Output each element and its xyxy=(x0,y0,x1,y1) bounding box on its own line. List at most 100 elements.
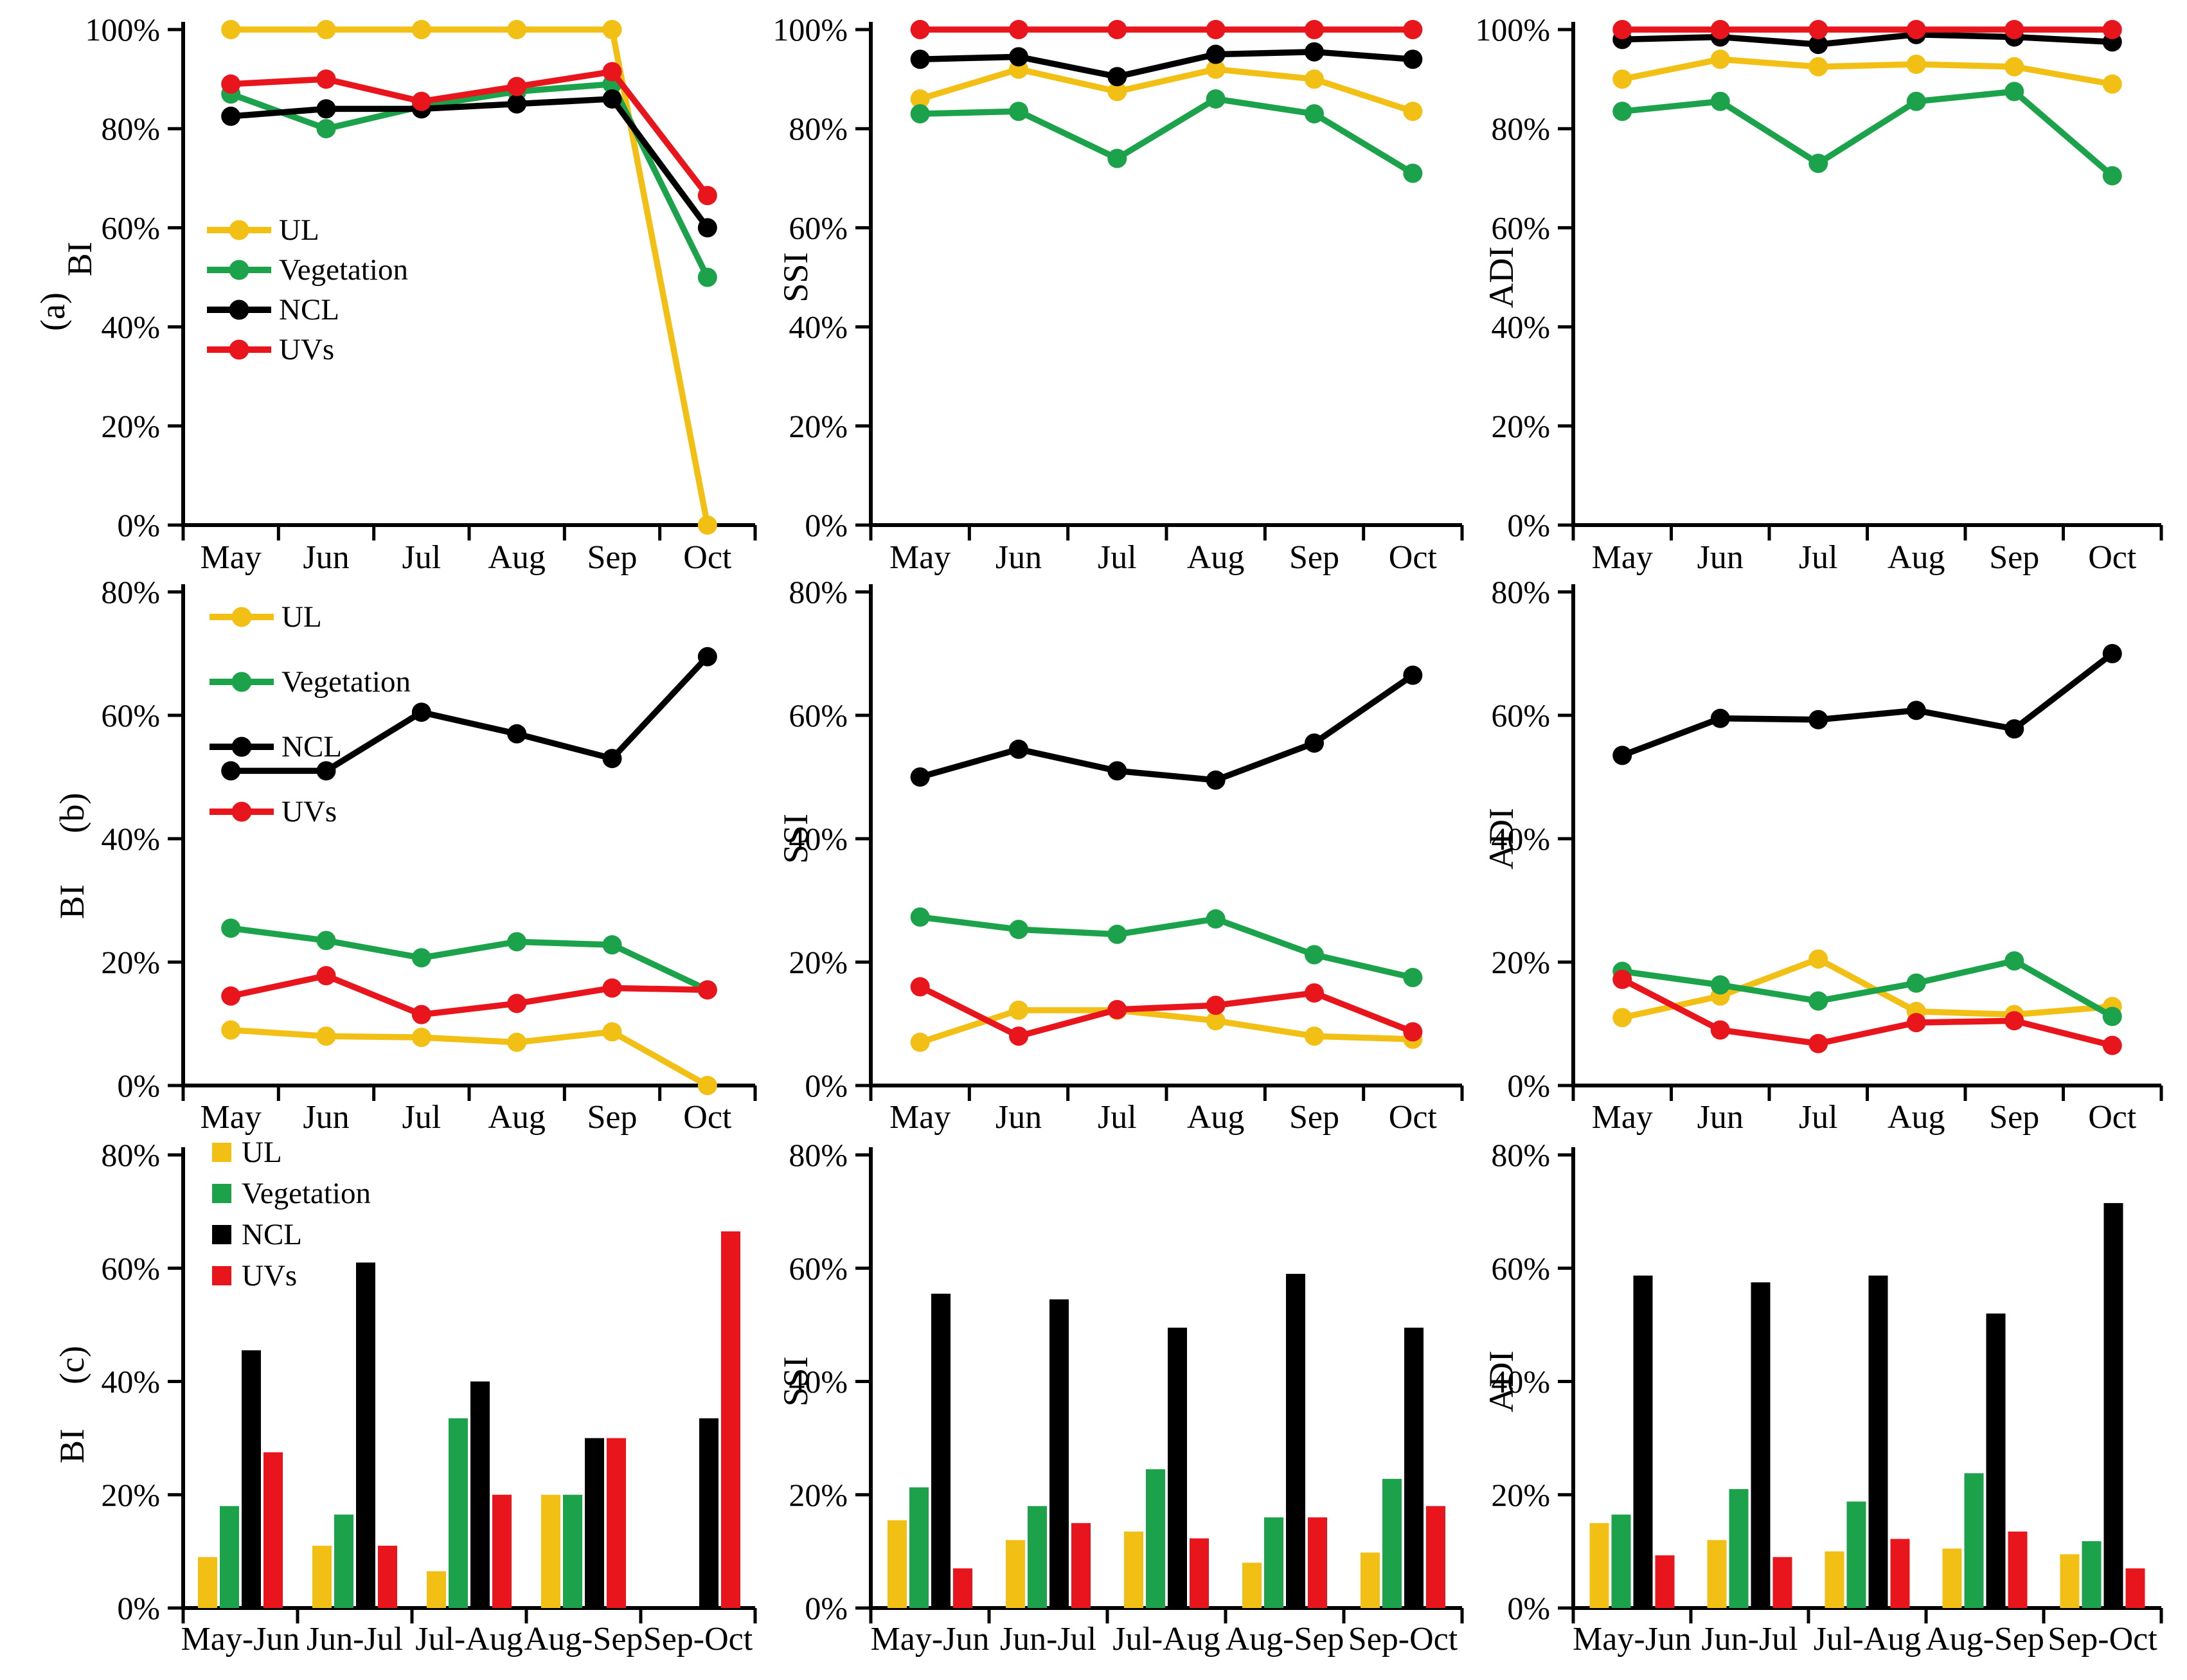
Vegetation-marker xyxy=(1403,163,1423,183)
UVs-marker xyxy=(1710,1020,1730,1040)
UVs-bar xyxy=(1071,1523,1091,1608)
UVs-marker xyxy=(221,74,241,94)
Vegetation-bar xyxy=(1611,1514,1631,1608)
y-tick-label: 40% xyxy=(1491,1364,1550,1400)
legend-item-NCL: NCL xyxy=(207,292,408,328)
legend-item-UVs: UVs xyxy=(207,332,408,368)
UVs-marker xyxy=(1107,20,1127,39)
y-axis-title: BI xyxy=(53,1429,91,1463)
UL-bar xyxy=(2060,1554,2080,1608)
NCL-bars xyxy=(242,1262,719,1608)
x-category-label: Jun xyxy=(995,539,1042,576)
UVs-markers xyxy=(221,966,717,1024)
NCL-bar xyxy=(931,1293,951,1608)
y-tick-label: 100% xyxy=(1475,12,1550,48)
NCL-marker xyxy=(1808,35,1828,55)
UVs-marker xyxy=(316,69,336,89)
Vegetation-marker xyxy=(2102,166,2122,186)
UVs-marker xyxy=(1808,1033,1828,1053)
UL-bar xyxy=(1006,1540,1025,1608)
UVs-marker xyxy=(1906,20,1926,39)
UL-legend-swatch-icon xyxy=(210,607,274,627)
Vegetation-bar xyxy=(1382,1479,1402,1608)
legend-label: Vegetation xyxy=(242,1176,371,1210)
y-tick-label: 60% xyxy=(1491,697,1550,733)
Vegetation-marker xyxy=(697,267,717,287)
Vegetation-marker xyxy=(1808,154,1828,174)
y-axis-title: ADI xyxy=(1482,1351,1521,1413)
NCL-line xyxy=(919,672,1415,783)
NCL-marker xyxy=(910,767,930,787)
UL-marker xyxy=(507,1032,527,1052)
UVs-marker xyxy=(221,986,241,1006)
x-category-label: Sep xyxy=(1289,1099,1339,1136)
x-category-label: Aug xyxy=(1888,539,1945,576)
NCL-markers xyxy=(1612,644,2122,765)
UL-marker xyxy=(1107,82,1127,102)
Vegetation-bars xyxy=(1611,1473,2102,1608)
UL-bar xyxy=(1942,1548,1962,1608)
UVs-marker xyxy=(910,977,930,997)
panel-c-ssi: 0% 20% 40% 60% 80% May-Jun Jun-Jul Jul-Aug Aug-S… xyxy=(765,1120,1476,1680)
legend-item-NCL: NCL xyxy=(212,1217,371,1253)
UVs-marker xyxy=(316,966,336,986)
panel-c-adi: 0% 20% 40% 60% 80% May-Jun Jun-Jul Jul-Aug Aug-S… xyxy=(1476,1120,2187,1680)
UVs-marker xyxy=(1305,983,1324,1003)
UVs-marker xyxy=(697,186,717,206)
Vegetation-marker xyxy=(1107,148,1127,168)
Vegetation-legend-marker-icon xyxy=(229,260,249,280)
UVs-marker xyxy=(697,980,717,1000)
panel-a-bi: 0% 20% 40% 60% 80% 100% May Jun Jul Aug Sep Oct BI (a… xyxy=(0,0,765,576)
NCL-marker xyxy=(1403,665,1423,685)
UL-bar xyxy=(1825,1551,1844,1608)
Vegetation-legend-swatch-icon xyxy=(210,672,274,692)
y-tick-label: 80% xyxy=(789,111,848,147)
legend-item-Vegetation: Vegetation xyxy=(212,1175,371,1211)
x-category-label: Jul xyxy=(1799,539,1838,576)
UVs-legend-marker-icon xyxy=(229,339,249,360)
x-category-label: Sep xyxy=(587,1099,638,1136)
x-category-label: Jun xyxy=(995,1099,1042,1136)
NCL-marker xyxy=(507,94,527,114)
NCL-bar xyxy=(1633,1275,1653,1608)
NCL-marker xyxy=(602,89,622,109)
legend-label: Vegetation xyxy=(281,665,411,699)
Vegetation-bar xyxy=(909,1487,929,1608)
Vegetation-marker xyxy=(910,104,930,124)
x-category-label: May xyxy=(1592,539,1653,576)
Vegetation-bar xyxy=(2082,1541,2102,1608)
UVs-bar xyxy=(1426,1506,1445,1608)
x-category-label: Oct xyxy=(1389,1099,1438,1136)
UL-marker xyxy=(910,89,930,109)
y-tick-label: 60% xyxy=(789,210,848,246)
Vegetation-marker xyxy=(1612,102,1632,121)
NCL-line xyxy=(230,96,710,230)
UL-legend-swatch-icon xyxy=(207,220,271,240)
Vegetation-marker xyxy=(1906,973,1926,993)
x-category-label: Jun xyxy=(303,1099,349,1136)
legend-label: NCL xyxy=(242,1217,302,1251)
UL-marker xyxy=(1305,69,1324,89)
x-category-label: Sep xyxy=(587,539,638,576)
UL-marker xyxy=(697,515,717,535)
x-category-label: Jun xyxy=(1697,539,1744,576)
NCL-bar xyxy=(1168,1327,1187,1608)
UL-marker xyxy=(2004,57,2024,76)
UL-legend-marker-icon xyxy=(229,220,249,240)
y-tick-label: 0% xyxy=(117,1068,160,1104)
Vegetation-marker xyxy=(1009,920,1028,940)
Vegetation-bar xyxy=(1264,1517,1283,1608)
Vegetation-marker xyxy=(910,907,930,927)
UL-marker xyxy=(1808,57,1828,76)
UVs-bar xyxy=(953,1568,972,1608)
panel-c-bi: 0% 20% 40% 60% 80% May-Jun Jun-Jul Jul-Aug Aug-S… xyxy=(0,1120,765,1680)
Vegetation-bar xyxy=(1846,1501,1866,1608)
UL-marker xyxy=(602,1022,622,1042)
NCL-line xyxy=(1622,31,2112,48)
chart-b-ssi-svg: 0% 20% 40% 60% 80% May Jun Jul Aug Sep Oct SSI xyxy=(776,574,1464,1136)
chart-c-bi-svg: 0% 20% 40% 60% 80% May-Jun Jun-Jul Jul-Aug Aug-S… xyxy=(53,1137,757,1658)
NCL-marker xyxy=(1403,49,1423,69)
y-tick-label: 20% xyxy=(101,944,160,980)
y-axis-title: SSI xyxy=(776,252,815,302)
x-category-label: Aug xyxy=(1888,1099,1945,1136)
